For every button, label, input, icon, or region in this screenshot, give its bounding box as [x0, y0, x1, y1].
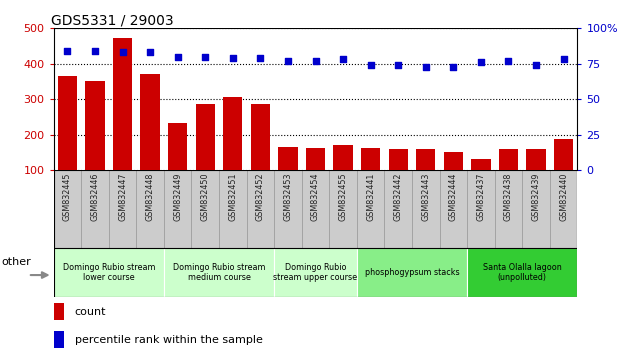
Bar: [219, 170, 247, 248]
Bar: [361, 148, 380, 170]
Bar: [467, 170, 495, 248]
Text: GSM832455: GSM832455: [339, 172, 348, 221]
Point: [504, 58, 514, 64]
Bar: [274, 170, 302, 248]
Bar: [54, 248, 164, 297]
Bar: [113, 38, 132, 170]
Bar: [495, 170, 522, 248]
Text: GSM832451: GSM832451: [228, 172, 237, 221]
Bar: [526, 149, 546, 170]
Text: GDS5331 / 29003: GDS5331 / 29003: [51, 13, 174, 27]
Text: GSM832443: GSM832443: [422, 172, 430, 221]
Bar: [467, 248, 577, 297]
Bar: [333, 145, 353, 170]
Text: GSM832438: GSM832438: [504, 172, 513, 221]
Bar: [54, 331, 64, 348]
Text: other: other: [1, 257, 31, 267]
Bar: [141, 74, 160, 170]
Bar: [168, 123, 187, 170]
Bar: [440, 170, 467, 248]
Bar: [389, 149, 408, 170]
Bar: [223, 97, 242, 170]
Bar: [54, 303, 64, 320]
Text: GSM832450: GSM832450: [201, 172, 209, 221]
Text: Domingo Rubio stream
medium course: Domingo Rubio stream medium course: [173, 263, 265, 282]
Point: [476, 59, 486, 65]
Bar: [81, 170, 109, 248]
Bar: [196, 104, 215, 170]
Point: [173, 54, 183, 59]
Point: [90, 48, 100, 54]
Point: [531, 62, 541, 68]
Text: GSM832445: GSM832445: [63, 172, 72, 221]
Text: GSM832452: GSM832452: [256, 172, 265, 221]
Bar: [357, 248, 467, 297]
Bar: [329, 170, 357, 248]
Bar: [498, 149, 518, 170]
Bar: [384, 170, 412, 248]
Bar: [416, 149, 435, 170]
Bar: [554, 139, 573, 170]
Text: GSM832448: GSM832448: [146, 172, 155, 221]
Text: GSM832454: GSM832454: [311, 172, 320, 221]
Text: GSM832442: GSM832442: [394, 172, 403, 221]
Bar: [54, 170, 81, 248]
Bar: [306, 148, 325, 170]
Text: phosphogypsum stacks: phosphogypsum stacks: [365, 268, 459, 277]
Text: count: count: [74, 307, 106, 316]
Bar: [247, 170, 274, 248]
Point: [310, 58, 321, 64]
Point: [558, 57, 569, 62]
Text: GSM832444: GSM832444: [449, 172, 458, 221]
Bar: [471, 159, 490, 170]
Text: GSM832439: GSM832439: [531, 172, 541, 221]
Text: Domingo Rubio stream
lower course: Domingo Rubio stream lower course: [62, 263, 155, 282]
Point: [256, 55, 266, 61]
Bar: [412, 170, 440, 248]
Text: GSM832440: GSM832440: [559, 172, 568, 221]
Point: [283, 58, 293, 64]
Point: [421, 64, 431, 69]
Bar: [85, 81, 105, 170]
Bar: [302, 170, 329, 248]
Bar: [522, 170, 550, 248]
Text: GSM832441: GSM832441: [366, 172, 375, 221]
Bar: [164, 248, 274, 297]
Bar: [191, 170, 219, 248]
Bar: [278, 147, 298, 170]
Point: [117, 50, 127, 55]
Bar: [550, 170, 577, 248]
Point: [448, 64, 458, 69]
Text: GSM832453: GSM832453: [283, 172, 292, 221]
Text: GSM832447: GSM832447: [118, 172, 127, 221]
Text: GSM832437: GSM832437: [476, 172, 485, 221]
Text: Domingo Rubio
stream upper course: Domingo Rubio stream upper course: [273, 263, 358, 282]
Point: [145, 50, 155, 55]
Bar: [136, 170, 164, 248]
Text: GSM832446: GSM832446: [90, 172, 100, 221]
Point: [365, 62, 375, 68]
Point: [62, 48, 73, 54]
Text: Santa Olalla lagoon
(unpolluted): Santa Olalla lagoon (unpolluted): [483, 263, 562, 282]
Text: GSM832449: GSM832449: [173, 172, 182, 221]
Bar: [444, 152, 463, 170]
Bar: [164, 170, 191, 248]
Bar: [58, 76, 77, 170]
Point: [228, 55, 238, 61]
Bar: [251, 104, 270, 170]
Bar: [109, 170, 136, 248]
Text: percentile rank within the sample: percentile rank within the sample: [74, 335, 262, 345]
Point: [338, 57, 348, 62]
Point: [393, 62, 403, 68]
Point: [200, 54, 210, 59]
Bar: [357, 170, 384, 248]
Bar: [274, 248, 357, 297]
